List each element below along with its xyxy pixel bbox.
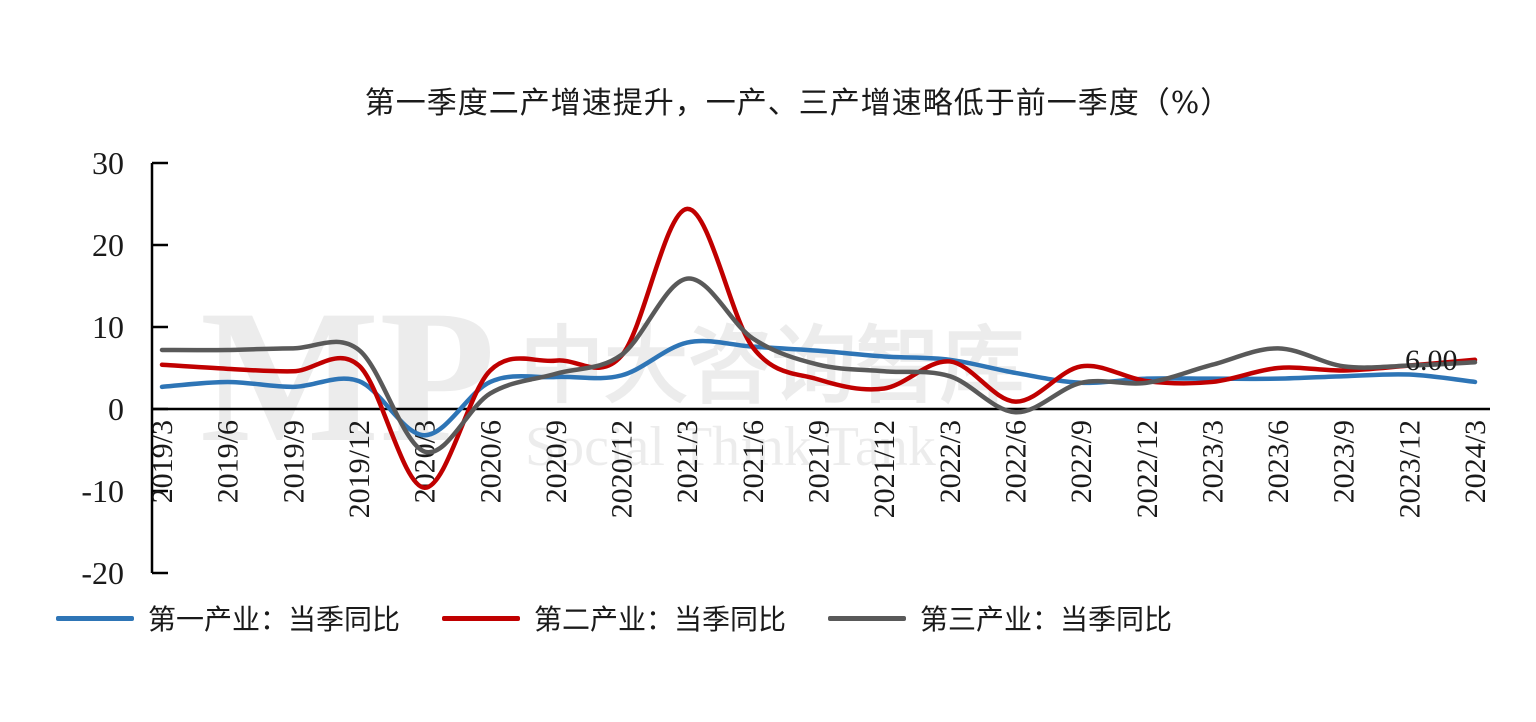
x-tick-label: 2020/9 [540,420,573,503]
x-tick-label: 2023/12 [1393,420,1426,518]
y-tick-label: -20 [81,555,124,591]
legend-swatch-secondary [442,615,521,621]
x-tick-label: 2023/3 [1196,420,1229,503]
y-tick-label: 10 [92,309,124,345]
watermark-en: Social Think Tank [525,416,936,478]
x-tick-label: 2019/6 [212,420,245,503]
series-lines [159,206,1478,490]
x-tick-label: 2019/9 [277,420,310,503]
x-tick-label: 2022/12 [1131,420,1164,518]
y-tick-label: 0 [108,391,124,427]
x-tick-label: 2019/12 [343,420,376,518]
x-tick-label: 2022/3 [934,420,967,503]
legend-label-secondary: 第二产业：当季同比 [534,603,787,636]
data-annotation: 6.00 [1405,344,1458,377]
x-tick-label: 2022/9 [1065,420,1098,503]
legend-swatch-primary [56,615,134,621]
series-line-tertiary [159,276,1478,455]
series-line-secondary [159,206,1478,490]
legend-item-primary: 第一产业：当季同比 [56,598,400,638]
legend-item-secondary: 第二产业：当季同比 [442,598,786,638]
legend: 第一产业：当季同比 第二产业：当季同比 第三产业：当季同比 [56,598,1172,638]
legend-label-tertiary: 第三产业：当季同比 [920,603,1173,636]
x-tick-label: 2024/3 [1459,420,1492,503]
legend-label-primary: 第一产业：当季同比 [148,603,401,636]
x-tick-label: 2022/6 [999,420,1032,503]
x-tick-label: 2019/3 [146,420,179,503]
chart-title: 第一季度二产增速提升，一产、三产增速略低于前一季度（%） [364,86,1232,121]
y-tick-label: 30 [92,145,124,181]
x-tick-label: 2021/9 [803,420,836,503]
y-tick-label: -10 [81,473,124,509]
legend-item-tertiary: 第三产业：当季同比 [828,598,1172,638]
x-tick-label: 2021/12 [868,420,901,518]
x-tick-label: 2023/6 [1262,420,1295,503]
x-tick-label: 2020/12 [606,420,639,518]
axes: 30 20 10 0 -10 -20 2019/3 2019/6 2019/9 2019/12 20… [81,145,1492,591]
x-tick-label: 2021/6 [737,420,770,503]
x-tick-label: 2023/9 [1328,420,1361,503]
y-tick-label: 20 [92,227,124,263]
legend-swatch-tertiary [828,615,907,621]
x-tick-label: 2021/3 [671,420,704,503]
x-tick-label: 2020/6 [474,420,507,503]
